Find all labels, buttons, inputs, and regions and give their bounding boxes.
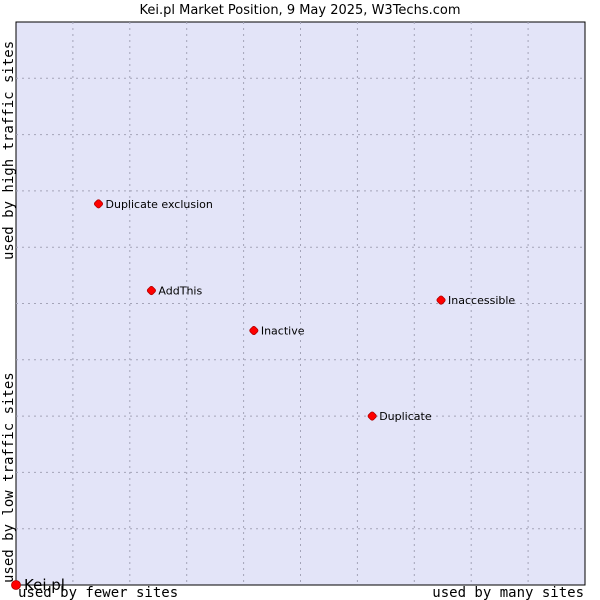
- x-axis-label-right: used by many sites: [432, 585, 584, 600]
- data-point-label: Duplicate: [379, 410, 432, 423]
- data-point-label: AddThis: [158, 285, 202, 298]
- data-point-marker: [146, 286, 156, 296]
- subject-point-marker: [11, 580, 21, 590]
- grid: [16, 22, 585, 585]
- data-point-marker: [93, 199, 104, 209]
- subject-point-label: Kei.pl: [24, 576, 65, 594]
- y-axis-label-top: used by high traffic sites: [1, 41, 17, 260]
- subject-marker: Kei.pl: [11, 576, 65, 594]
- chart-title: Kei.pl Market Position, 9 May 2025, W3Te…: [140, 3, 461, 18]
- data-point-label: Inaccessible: [448, 294, 515, 307]
- y-axis-label-bottom: used by low traffic sites: [1, 372, 17, 583]
- data-point-marker: [249, 326, 259, 336]
- data-point-marker: [367, 411, 377, 421]
- x-axis-label-left: used by fewer sites: [18, 585, 178, 600]
- data-points: Duplicate exclusion AddThis Inactive Inacce…: [93, 198, 515, 423]
- data-point-label: Inactive: [261, 325, 305, 338]
- data-point-label: Duplicate exclusion: [106, 198, 213, 211]
- data-point-marker: [436, 295, 446, 305]
